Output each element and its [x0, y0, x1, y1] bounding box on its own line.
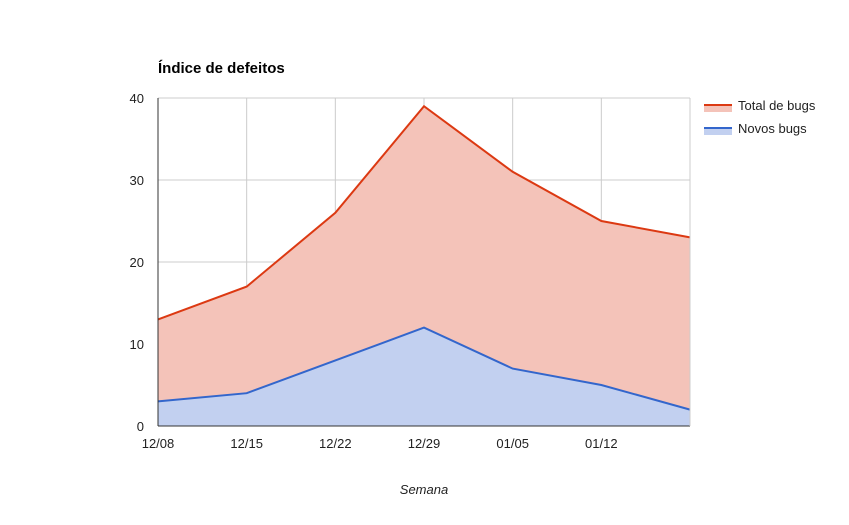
legend-label: Total de bugs	[738, 98, 816, 113]
x-tick-label: 01/12	[585, 436, 618, 451]
x-tick-label: 12/15	[230, 436, 263, 451]
series-lines	[157, 104, 691, 411]
series-area-0	[158, 106, 690, 426]
x-tick-label: 01/05	[496, 436, 529, 451]
y-tick-label: 20	[130, 255, 144, 270]
axes	[157, 98, 691, 427]
y-tick-label: 30	[130, 173, 144, 188]
legend-swatch-fill	[704, 105, 732, 112]
series-line-1	[157, 326, 691, 411]
y-tick-label: 0	[137, 419, 144, 434]
legend-label: Novos bugs	[738, 121, 807, 136]
x-tick-label: 12/29	[408, 436, 441, 451]
legend: Total de bugs Novos bugs	[704, 98, 816, 136]
series-area-1	[158, 327, 690, 426]
y-axis-ticks: 0 10 20 30 40	[130, 91, 144, 434]
x-axis-ticks: 12/08 12/15 12/22 12/29 01/05 01/12	[142, 436, 618, 451]
x-axis-title: Semana	[400, 482, 448, 497]
legend-swatch-fill	[704, 128, 732, 135]
x-tick-label: 12/22	[319, 436, 352, 451]
y-tick-label: 40	[130, 91, 144, 106]
series-areas	[158, 106, 690, 426]
series-line-0	[157, 104, 691, 321]
y-tick-label: 10	[130, 337, 144, 352]
chart-title: Índice de defeitos	[158, 60, 285, 77]
x-tick-label: 12/08	[142, 436, 175, 451]
